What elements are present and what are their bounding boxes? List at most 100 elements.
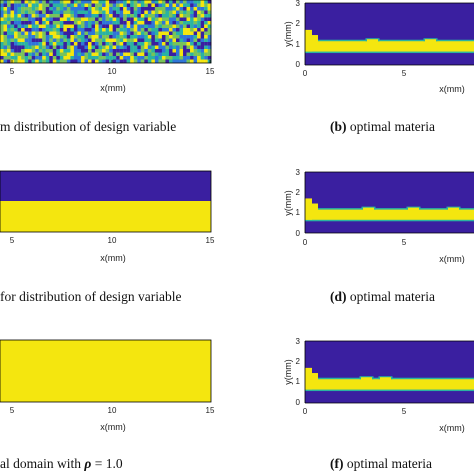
panel-a-cell bbox=[14, 14, 18, 18]
panel-a-cell bbox=[116, 49, 120, 53]
panel-a-cell bbox=[154, 3, 159, 8]
panel-a-cell bbox=[42, 24, 46, 29]
panel-a-cell bbox=[193, 24, 198, 29]
panel-a-cell bbox=[147, 14, 152, 18]
panel-a-cell bbox=[35, 10, 39, 15]
panel-a-cell bbox=[190, 52, 194, 57]
panel-a-cell bbox=[109, 31, 113, 36]
panel-a-cell bbox=[168, 45, 173, 50]
panel-a-cell bbox=[49, 0, 53, 4]
panel-a-cell bbox=[190, 38, 194, 43]
panel-a-cell bbox=[176, 17, 180, 22]
panel-a-cell bbox=[193, 21, 198, 25]
panel-a-cell bbox=[7, 7, 11, 11]
panel-e-xlabel: x(mm) bbox=[100, 422, 126, 432]
panel-b-xtick: 5 bbox=[402, 69, 407, 78]
panel-a-cell bbox=[133, 38, 138, 43]
panel-a-cell bbox=[176, 31, 180, 36]
panel-a-cell bbox=[70, 45, 75, 50]
panel-a-cell bbox=[98, 3, 103, 8]
panel-a-cell bbox=[91, 3, 96, 8]
panel-a-cell bbox=[116, 59, 120, 64]
panel-a-cell bbox=[59, 52, 64, 57]
panel-a-cell bbox=[45, 56, 50, 60]
panel-a-cell bbox=[186, 56, 191, 60]
panel-a-cell bbox=[88, 28, 92, 32]
panel-a-cell bbox=[38, 10, 43, 15]
panel-a-cell bbox=[70, 52, 75, 57]
panel-a-cell bbox=[91, 14, 96, 18]
panel-a-cell bbox=[168, 21, 173, 25]
panel-a-cell bbox=[123, 38, 127, 43]
panel-a-cell bbox=[109, 14, 113, 18]
panel-a-cell bbox=[63, 59, 68, 64]
panel-a-cell bbox=[73, 31, 78, 36]
panel-a-cell bbox=[204, 14, 208, 18]
panel-a-cell bbox=[0, 45, 4, 50]
panel-a-cell bbox=[137, 10, 141, 15]
panel-a-cell bbox=[172, 17, 177, 22]
panel-a-cell bbox=[70, 28, 75, 32]
panel-a-cell bbox=[73, 0, 78, 4]
panel-a-cell bbox=[154, 10, 159, 15]
panel-a-cell bbox=[133, 56, 138, 60]
panel-a-cell bbox=[95, 42, 99, 46]
panel-a-cell bbox=[52, 21, 57, 25]
panel-a-cell bbox=[144, 0, 148, 4]
panel-a-cell bbox=[197, 10, 201, 15]
panel-a-cell bbox=[38, 42, 43, 46]
panel-a-cell bbox=[200, 14, 205, 18]
panel-a-cell bbox=[186, 45, 191, 50]
panel-a-cell bbox=[207, 14, 212, 18]
panel-a-cell bbox=[200, 52, 205, 57]
panel-a-cell bbox=[144, 7, 148, 11]
panel-a-cell bbox=[42, 42, 46, 46]
panel-a-cell bbox=[31, 28, 36, 32]
panel-a-cell bbox=[133, 7, 138, 11]
panel-d-xlabel: x(mm) bbox=[439, 254, 465, 264]
panel-f-xlabel: x(mm) bbox=[439, 423, 465, 433]
panel-a-cell bbox=[42, 7, 46, 11]
panel-a-cell bbox=[52, 52, 57, 57]
panel-a-cell bbox=[126, 52, 131, 57]
panel-a-cell bbox=[0, 59, 4, 64]
panel-a-cell bbox=[45, 45, 50, 50]
panel-a-cell bbox=[31, 17, 36, 22]
panel-a-cell bbox=[105, 3, 110, 8]
panel-a-cell bbox=[126, 45, 131, 50]
panel-a-cell bbox=[116, 17, 120, 22]
panel-a-cell bbox=[179, 42, 184, 46]
panel-a-cell bbox=[112, 17, 117, 22]
panel-a-cell bbox=[10, 42, 15, 46]
panel-a-cell bbox=[17, 42, 22, 46]
panel-a-cell bbox=[105, 10, 110, 15]
panel-a-cell bbox=[168, 7, 173, 11]
panel-a-cell bbox=[59, 24, 64, 29]
panel-a-cell bbox=[147, 42, 152, 46]
panel-a-cell bbox=[183, 52, 187, 57]
panel-a-cell bbox=[112, 28, 117, 32]
panel-a-cell bbox=[77, 38, 82, 43]
panel-a-cell bbox=[172, 28, 177, 32]
panel-a-cell bbox=[116, 45, 120, 50]
panel-d-xtick: 0 bbox=[303, 238, 308, 247]
panel-a-cell bbox=[42, 52, 46, 57]
panel-a-cell bbox=[109, 42, 113, 46]
panel-a-cell bbox=[102, 3, 106, 8]
panel-a-cell bbox=[31, 31, 36, 36]
panel-a-cell bbox=[151, 31, 156, 36]
panel-a-cell bbox=[130, 14, 134, 18]
panel-a-cell bbox=[144, 3, 148, 8]
panel-a-cell bbox=[137, 21, 141, 25]
panel-a-cell bbox=[183, 45, 187, 50]
panel-a-cell bbox=[98, 35, 103, 39]
panel-f: 3 2 1 0 y(mm) 0 5 x(mm) bbox=[283, 337, 474, 433]
panel-b-band-core bbox=[305, 41, 474, 52]
panel-a-cell bbox=[52, 31, 57, 36]
panel-a-cell bbox=[154, 38, 159, 43]
panel-a-cell bbox=[168, 52, 173, 57]
panel-a-cell bbox=[193, 14, 198, 18]
panel-a-cell bbox=[140, 49, 145, 53]
panel-a-cell bbox=[158, 59, 163, 64]
panel-a-cell bbox=[133, 0, 138, 4]
